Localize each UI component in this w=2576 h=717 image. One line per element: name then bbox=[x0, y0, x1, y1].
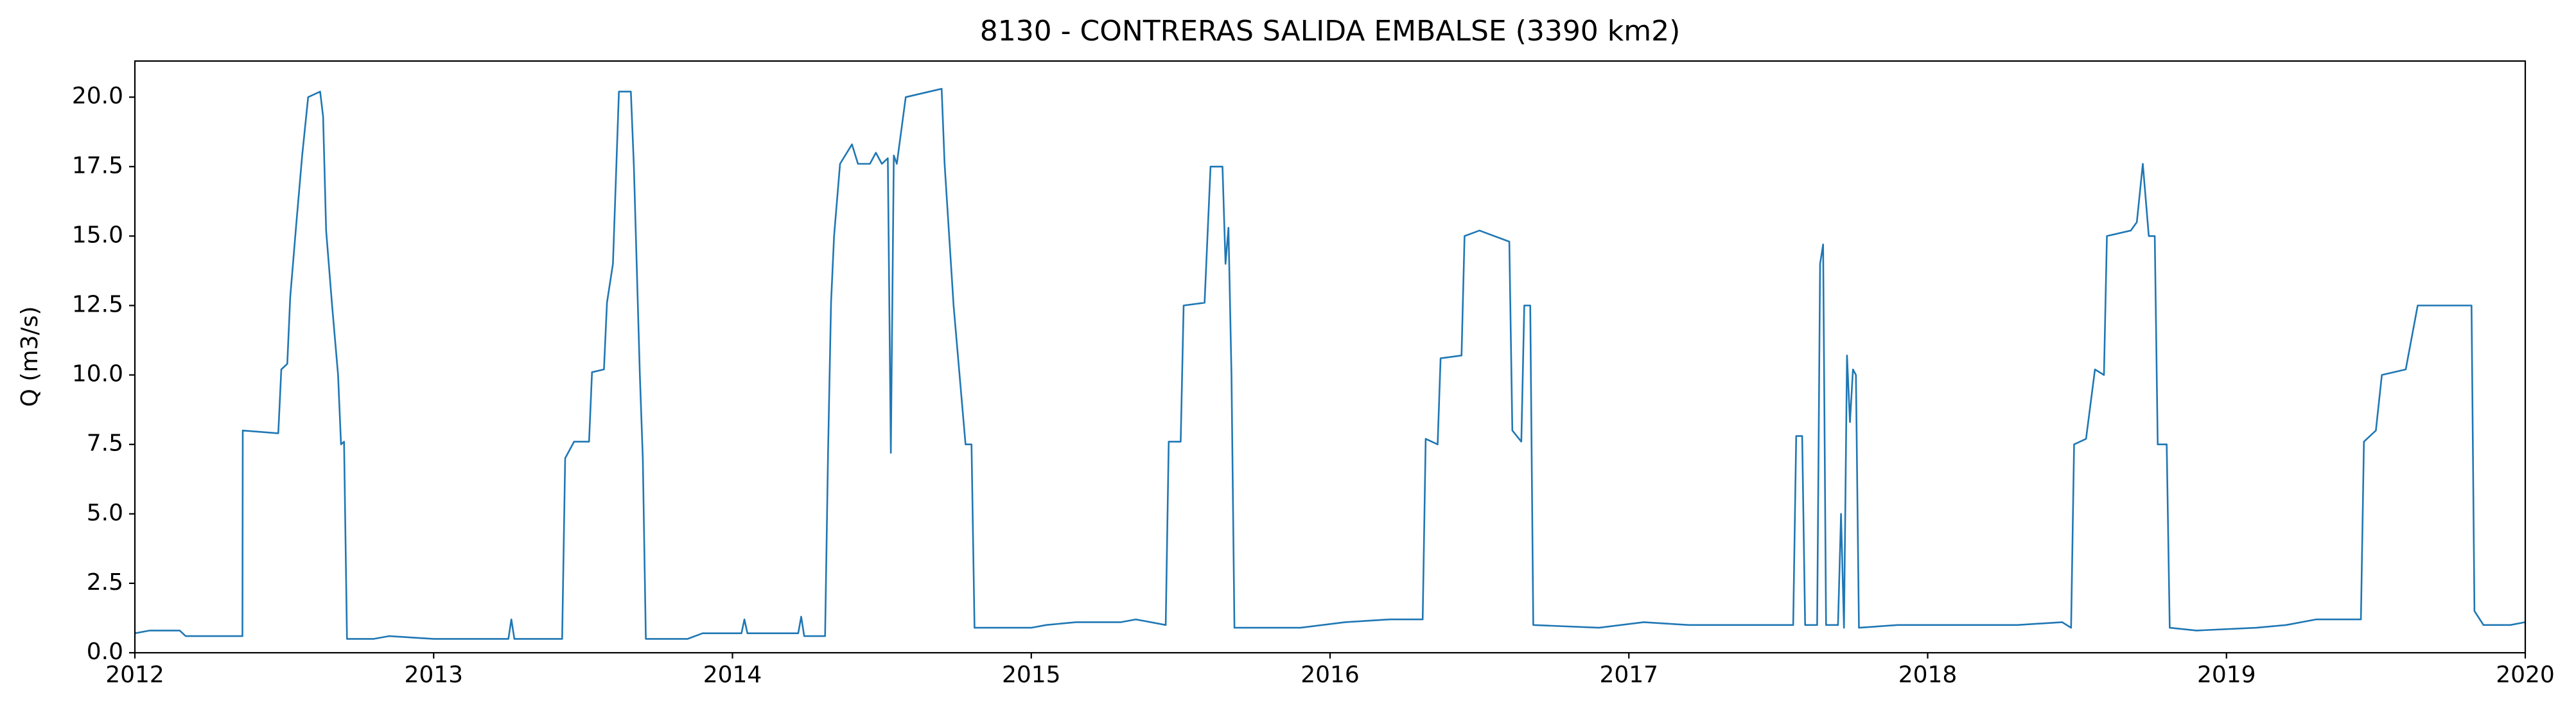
y-tick-label: 7.5 bbox=[87, 430, 123, 457]
y-tick-label: 17.5 bbox=[72, 152, 123, 179]
x-tick-label: 2015 bbox=[1002, 662, 1061, 688]
y-tick-label: 12.5 bbox=[72, 292, 123, 318]
x-tick-label: 2012 bbox=[105, 662, 164, 688]
x-tick-label: 2017 bbox=[1599, 662, 1658, 688]
x-tick-label: 2018 bbox=[1898, 662, 1958, 688]
x-tick-label: 2020 bbox=[2496, 662, 2555, 688]
y-tick-label: 15.0 bbox=[72, 222, 123, 248]
chart-title: 8130 - CONTRERAS SALIDA EMBALSE (3390 km… bbox=[980, 15, 1681, 48]
y-axis-label: Q (m3/s) bbox=[17, 306, 43, 407]
x-tick-label: 2013 bbox=[404, 662, 463, 688]
plot-frame bbox=[134, 60, 2527, 654]
y-tick-label: 0.0 bbox=[87, 639, 123, 665]
y-tick-label: 10.0 bbox=[72, 361, 123, 387]
y-tick-label: 5.0 bbox=[87, 500, 123, 526]
x-tick-label: 2014 bbox=[703, 662, 762, 688]
x-tick-label: 2019 bbox=[2197, 662, 2256, 688]
y-tick-label: 2.5 bbox=[87, 569, 123, 596]
x-tick-label: 2016 bbox=[1301, 662, 1360, 688]
y-tick-label: 20.0 bbox=[72, 83, 123, 109]
series-line bbox=[134, 87, 2526, 640]
